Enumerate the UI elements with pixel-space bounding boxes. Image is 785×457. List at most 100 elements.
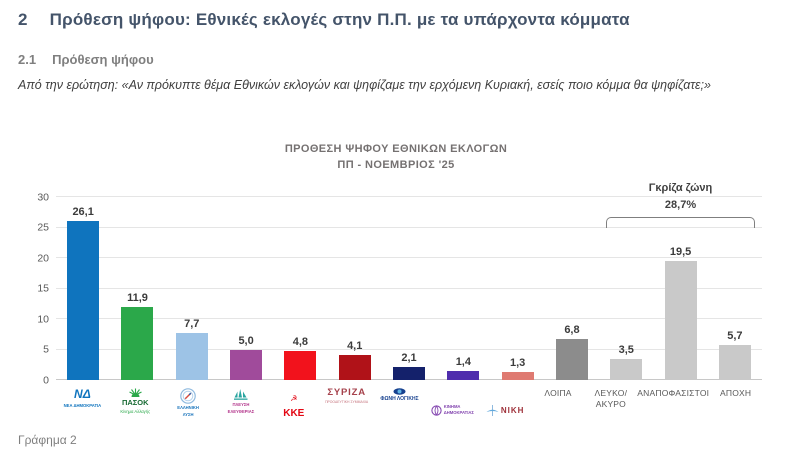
chart-title-line1: ΠΡΟΘΕΣΗ ΨΗΦΟΥ ΕΘΝΙΚΩΝ ΕΚΛΟΓΩΝ: [284, 143, 508, 155]
logo-text-line: Κίνημα Αλλαγής: [120, 408, 151, 414]
bar-value-label: 5,0: [238, 334, 254, 347]
party-logo: ΝΔ ΝΕΑ ΔΗΜΟΚΡΑΤΙΑ: [56, 387, 109, 433]
grey-zone-annotation: Γκρίζα ζώνη 28,7%: [606, 181, 755, 228]
compass-icon: [180, 388, 196, 404]
bar-value-label: 1,4: [455, 356, 471, 369]
hammer-sickle-icon: ☭: [290, 394, 298, 403]
bar-column: 3,5: [599, 197, 653, 380]
gridline: [56, 318, 762, 319]
x-category-label: ΛΟΙΠΑ: [532, 387, 585, 433]
bar-chart: ΠΡΟΘΕΣΗ ΨΗΦΟΥ ΕΘΝΙΚΩΝ ΕΚΛΟΓΩΝ ΠΠ - ΝΟΕΜΒ…: [30, 135, 762, 433]
bar-value-label: 7,7: [184, 318, 200, 331]
bar: [230, 349, 263, 380]
logo-text-line: ΦΩΝΗ ΛΟΓΙΚΗΣ: [380, 396, 419, 402]
bar-value-label: 2,1: [401, 352, 417, 365]
x-category-label: ΑΠΟΧΗ: [709, 387, 762, 433]
logo-text-line: ΝΔ: [74, 387, 91, 401]
logo-text-line: ΠΑΣΟΚ: [121, 398, 149, 407]
category-text: ΑΝΑΠΟΦΑΣΙΣΤΟΙ: [637, 388, 710, 398]
bar: [284, 350, 317, 380]
bar: [447, 371, 480, 380]
logo-text-line: ΝΕΑ ΔΗΜΟΚΡΑΤΙΑ: [63, 402, 102, 408]
subsection-number: 2.1: [18, 52, 37, 67]
y-axis: 0 5 10 15 20 25 30: [30, 192, 56, 385]
bar: [555, 338, 588, 380]
figure-caption: Γράφημα 2: [18, 433, 77, 447]
party-logo: ΝΙΚΗ: [479, 387, 532, 433]
chart-title-line2: ΠΠ - ΝΟΕΜΒΡΙΟΣ '25: [337, 159, 455, 171]
logo-text-line: ΛΥΣΗ: [182, 411, 194, 417]
party-logo: ΕΛΛΗΝΙΚΗ ΛΥΣΗ: [162, 387, 215, 433]
bar-value-label: 4,8: [292, 335, 309, 348]
logo-text-line: ΠΛΕΥΣΗ: [232, 402, 250, 407]
x-category-label: ΑΝΑΠΟΦΑΣΙΣΤΟΙ: [637, 387, 709, 433]
bar: [664, 261, 697, 380]
bar: [338, 355, 371, 380]
survey-question-text: Από την ερώτηση: «Αν πρόκυπτε θέμα Εθνικ…: [18, 78, 711, 92]
bar-value-label: 1,3: [510, 357, 526, 370]
gridline: [56, 196, 762, 197]
y-tick-label: 10: [37, 312, 49, 325]
bar-column: 19,5: [653, 197, 707, 380]
bar-value-label: 6,8: [564, 323, 580, 336]
y-tick-label: 25: [37, 221, 49, 234]
logo-text-line: ΕΛΕΥΘΕΡΙΑΣ: [227, 408, 255, 414]
logo-text-line: ΝΙΚΗ: [500, 405, 525, 415]
bar: [67, 220, 100, 380]
bar: [718, 345, 751, 380]
logo-text-line: ΔΗΜΟΚΡΑΤΙΑΣ: [443, 410, 474, 415]
y-tick-label: 20: [37, 251, 49, 264]
bracket-shape: [606, 216, 755, 228]
gridline: [56, 287, 762, 289]
y-tick-label: 30: [37, 190, 49, 203]
logo-text-line: ΚΙΝΗΜΑ: [443, 404, 461, 410]
section-heading: 2 Πρόθεση ψήφου: Εθνικές εκλογές στην Π.…: [18, 10, 768, 30]
bar-value-label: 19,5: [669, 246, 692, 259]
logo-text-line: ΣΥΡΙΖΑ: [327, 387, 366, 398]
bar-column: 5,0: [219, 197, 273, 380]
bar-column: 1,4: [436, 197, 490, 380]
category-text: ΑΠΟΧΗ: [720, 388, 752, 398]
bar-column: 4,8: [273, 197, 327, 380]
bar-column: 11,9: [110, 197, 164, 380]
bars-container: 26,1 11,9 7,7 5,0 4,8 4,1 2,1 1,4 1,3 6,8 3,5 19,5 5…: [56, 197, 762, 380]
plot-area: 26,1 11,9 7,7 5,0 4,8 4,1 2,1 1,4 1,3 6,8 3,5 19,5 5…: [56, 182, 762, 380]
bar-value-label: 5,7: [727, 330, 743, 343]
category-text: ΛΟΙΠΑ: [544, 388, 572, 398]
bar-column: 2,1: [382, 197, 436, 380]
party-logo: ΠΑΣΟΚ Κίνημα Αλλαγής: [109, 387, 162, 433]
bar-value-label: 11,9: [127, 292, 148, 305]
bar-column: 5,7: [708, 197, 762, 380]
category-text: ΛΕΥΚΟ/ ΑΚΥΡΟ: [594, 388, 628, 410]
logo-text-line: ΕΛΛΗΝΙΚΗ: [177, 405, 199, 410]
grey-zone-label: Γκρίζα ζώνη: [648, 181, 713, 194]
bar: [175, 333, 208, 380]
logo-text-block: ΚΙΝΗΜΑ ΔΗΜΟΚΡΑΤΙΑΣ: [443, 404, 474, 416]
gridline: [56, 226, 762, 228]
party-logo: ΠΛΕΥΣΗ ΕΛΕΥΘΕΡΙΑΣ: [215, 387, 268, 433]
bar-value-label: 26,1: [72, 205, 94, 218]
x-category-label: ΛΕΥΚΟ/ ΑΚΥΡΟ: [584, 387, 637, 433]
y-tick-label: 15: [37, 282, 49, 295]
chart-title: ΠΡΟΘΕΣΗ ΨΗΦΟΥ ΕΘΝΙΚΩΝ ΕΚΛΟΓΩΝ ΠΠ - ΝΟΕΜΒ…: [30, 141, 762, 173]
party-logo: ΣΥΡΙΖΑ ΠΡΟΟΔΕΥΤΙΚΗ ΣΥΜΜΑΧΙΑ: [320, 387, 373, 433]
party-logo: ☭ ΚΚΕ: [267, 387, 320, 433]
bar-value-label: 3,5: [618, 343, 634, 356]
y-tick-label: 0: [43, 373, 49, 386]
bar-column: 1,3: [491, 197, 545, 380]
bar: [610, 358, 643, 380]
gridline: [56, 348, 762, 350]
gridline: [56, 257, 762, 258]
bar-column: 6,8: [545, 197, 599, 380]
party-logo: ΦΩΝΗ ΛΟΓΙΚΗΣ: [373, 387, 426, 433]
party-logo: ΚΙΝΗΜΑ ΔΗΜΟΚΡΑΤΙΑΣ: [426, 387, 479, 433]
subsection-heading: 2.1 Πρόθεση ψήφου: [18, 52, 718, 67]
logo-text-line: ΠΡΟΟΔΕΥΤΙΚΗ ΣΥΜΜΑΧΙΑ: [325, 399, 369, 404]
subsection-title: Πρόθεση ψήφου: [52, 52, 154, 67]
grey-zone-value: 28,7%: [664, 198, 697, 211]
eye-icon: [393, 388, 406, 395]
bar-column: 7,7: [165, 197, 219, 380]
bar-value-label: 4,1: [347, 340, 363, 352]
section-number: 2: [18, 10, 28, 29]
bar: [393, 367, 426, 380]
